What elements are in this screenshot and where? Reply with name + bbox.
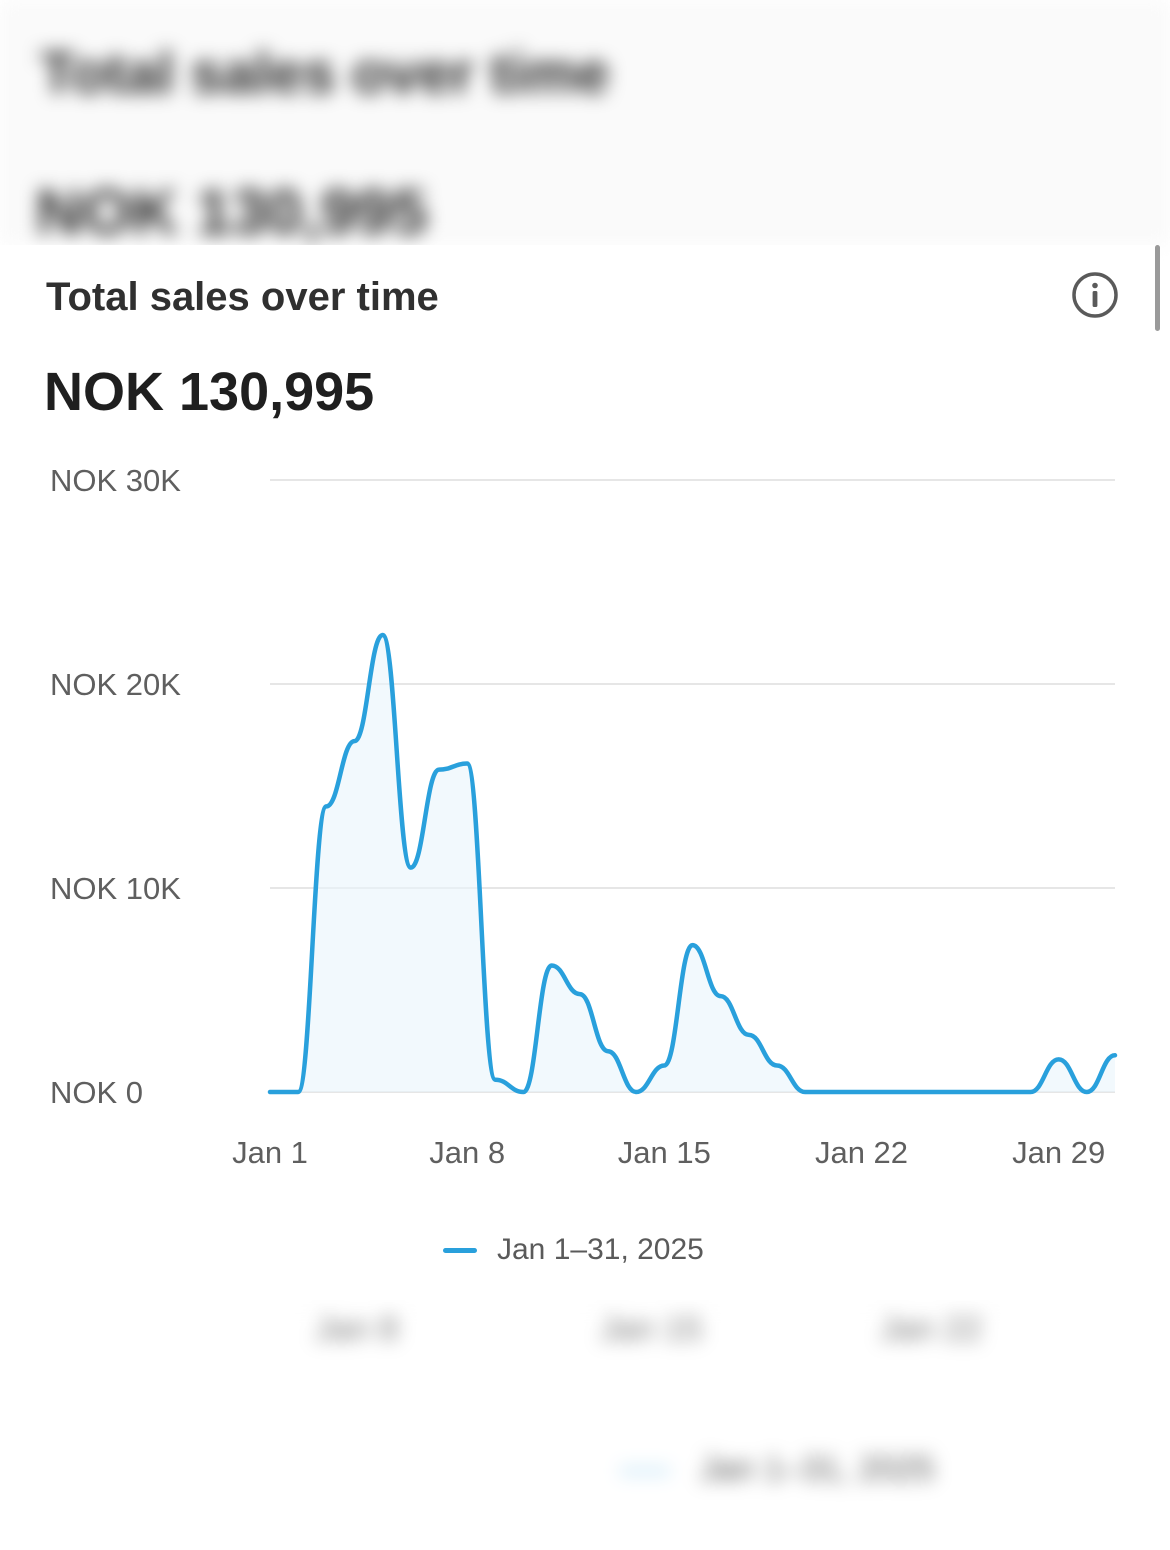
area-fill-layer	[270, 635, 1115, 1092]
background-tick: Jan 8	[315, 1310, 399, 1348]
background-legend-label: Jan 1–31, 2025	[700, 1450, 935, 1488]
legend-label: Jan 1–31, 2025	[497, 1233, 704, 1266]
y-axis-ticks: NOK 0 NOK 10K NOK 20K NOK 30K	[50, 463, 181, 1110]
y-tick-label: NOK 30K	[50, 463, 181, 498]
background-legend: Jan 1–31, 2025	[620, 1450, 934, 1489]
background-blur-bottom: Jan 8 Jan 15 Jan 22 Jan 1–31, 2025	[0, 1300, 1170, 1550]
background-tick: Jan 22	[880, 1310, 983, 1348]
chart-legend[interactable]: Jan 1–31, 2025	[443, 1230, 704, 1270]
series-line[interactable]	[267, 632, 1118, 1095]
background-total: NOK 130,995	[36, 176, 428, 248]
background-blur-top: Total sales over time NOK 130,995	[0, 0, 1170, 248]
legend-swatch	[443, 1247, 477, 1253]
x-tick-label: Jan 8	[429, 1135, 505, 1170]
x-axis-ticks: Jan 1 Jan 8 Jan 15 Jan 22 Jan 29	[232, 1135, 1105, 1170]
x-tick-label: Jan 15	[618, 1135, 711, 1170]
info-circle-icon[interactable]	[1071, 271, 1119, 319]
line-layer	[267, 632, 1118, 1095]
y-tick-label: NOK 20K	[50, 667, 181, 702]
x-tick-label: Jan 22	[815, 1135, 908, 1170]
scrollbar[interactable]	[1155, 245, 1160, 331]
y-tick-label: NOK 0	[50, 1075, 143, 1110]
x-tick-label: Jan 29	[1012, 1135, 1105, 1170]
background-legend-swatch	[620, 1468, 670, 1475]
background-title: Total sales over time	[40, 41, 610, 106]
x-tick-label: Jan 1	[232, 1135, 308, 1170]
y-tick-label: NOK 10K	[50, 871, 181, 906]
sales-total: NOK 130,995	[44, 362, 375, 422]
series-area-fill	[270, 635, 1115, 1092]
background-tick: Jan 15	[600, 1310, 703, 1348]
card-title: Total sales over time	[46, 275, 439, 319]
